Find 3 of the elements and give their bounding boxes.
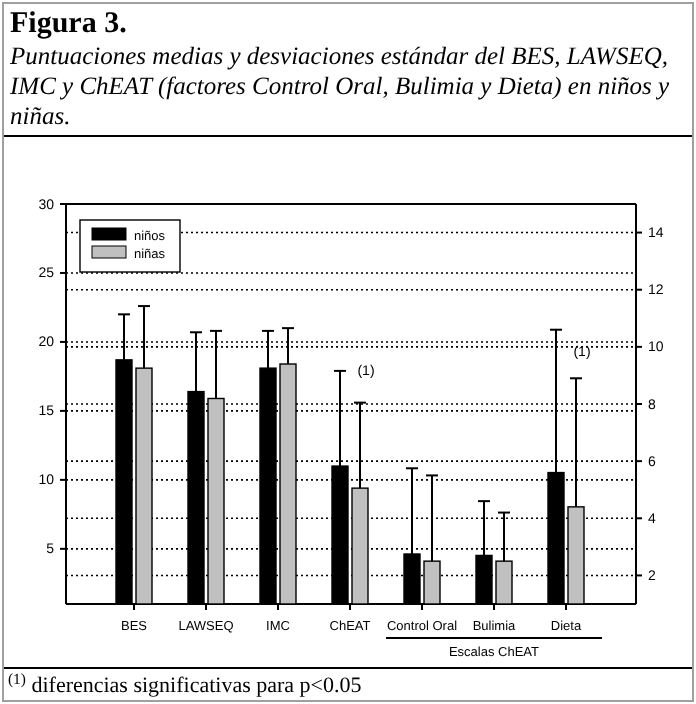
text: $^{(1)}$ diferencias significativas para p<0.05 bbox=[8, 669, 363, 698]
chart-title: Figura 3. bbox=[10, 8, 128, 40]
chart-subtitle: Puntuaciones medias y desviaciones estándar del BES, LAWSEQ, IMC y ChEAT (factores Control Oral, Bulimia y Dieta) en niños y niñas. bbox=[8, 42, 671, 130]
